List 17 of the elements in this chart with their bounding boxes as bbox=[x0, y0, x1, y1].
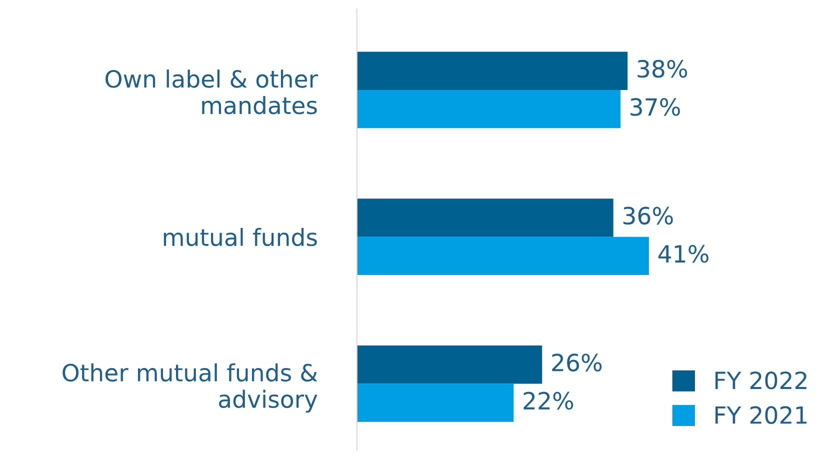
data-label: 41% bbox=[658, 244, 708, 263]
data-label: 37% bbox=[630, 98, 680, 116]
data-label: 22% bbox=[524, 392, 574, 410]
bar bbox=[356, 90, 620, 128]
bar bbox=[356, 236, 649, 276]
y-tick-label: Other mutual funds & advisory bbox=[62, 363, 318, 413]
bar bbox=[356, 52, 628, 90]
y-tick-label: mutual funds bbox=[164, 228, 317, 246]
y-tick-label: Own label & other mandates bbox=[106, 70, 318, 114]
bar bbox=[356, 198, 614, 237]
data-label: 26% bbox=[552, 354, 602, 372]
data-label: 36% bbox=[623, 206, 673, 225]
legend-label: FY 2021 bbox=[715, 406, 807, 424]
bar bbox=[356, 346, 542, 384]
legend-label: FY 2022 bbox=[715, 371, 806, 390]
bar bbox=[356, 384, 514, 422]
data-label: 38% bbox=[638, 60, 688, 78]
